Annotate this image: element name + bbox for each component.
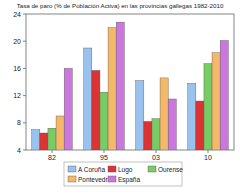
- legend-swatch: [68, 176, 76, 182]
- chart: Tasa de paro (% de Población Activa) en …: [0, 0, 240, 196]
- bar: [204, 64, 212, 150]
- y-tick-label: 12: [13, 92, 21, 99]
- y-tick-label: 4: [17, 147, 21, 154]
- bar: [100, 92, 108, 150]
- bar: [92, 70, 100, 150]
- bar: [56, 116, 64, 150]
- y-tick-label: 24: [13, 11, 21, 18]
- legend-swatch: [68, 166, 76, 172]
- x-tick-label: 95: [100, 154, 108, 161]
- legend-label: Lugo: [118, 166, 133, 174]
- bar: [136, 81, 144, 150]
- bar: [108, 28, 116, 150]
- y-tick-label: 8: [17, 119, 21, 126]
- y-tick: [23, 150, 26, 151]
- bar: [64, 68, 72, 150]
- bar: [168, 99, 176, 150]
- legend-label: A Coruña: [78, 166, 105, 173]
- bar: [84, 48, 92, 150]
- x-tick: [104, 150, 105, 153]
- bar: [48, 128, 56, 150]
- legend-label: Ourense: [158, 166, 183, 173]
- y-tick: [23, 68, 26, 69]
- y-tick: [23, 14, 26, 15]
- legend-label: España: [118, 176, 140, 184]
- title: Tasa de paro (% de Población Activa) en …: [17, 2, 224, 9]
- bar: [220, 41, 228, 150]
- y-tick-label: 20: [13, 38, 21, 45]
- bar: [144, 121, 152, 150]
- bar: [152, 119, 160, 150]
- bar: [196, 101, 204, 150]
- y-tick: [23, 95, 26, 96]
- x-tick-label: 82: [48, 154, 56, 161]
- bars: [32, 22, 229, 150]
- x-tick: [156, 150, 157, 153]
- bar: [188, 83, 196, 150]
- y-tick: [23, 41, 26, 42]
- bar: [40, 133, 48, 150]
- chart-root: Tasa de paro (% de Población Activa) en …: [0, 0, 240, 196]
- bar: [32, 130, 40, 150]
- y-tick-label: 16: [13, 65, 21, 72]
- bar: [116, 22, 124, 150]
- x-tick-label: 10: [204, 154, 212, 161]
- x-tick-label: 03: [152, 154, 160, 161]
- plot-frame: [26, 14, 234, 150]
- x-tick: [52, 150, 53, 153]
- y-tick: [23, 122, 26, 123]
- x-tick: [208, 150, 209, 153]
- legend-swatch: [148, 166, 156, 172]
- bar: [160, 78, 168, 150]
- legend-swatch: [108, 166, 116, 172]
- legend-swatch: [108, 176, 116, 182]
- legend-label: Pontevedra: [78, 176, 112, 183]
- bar: [212, 53, 220, 150]
